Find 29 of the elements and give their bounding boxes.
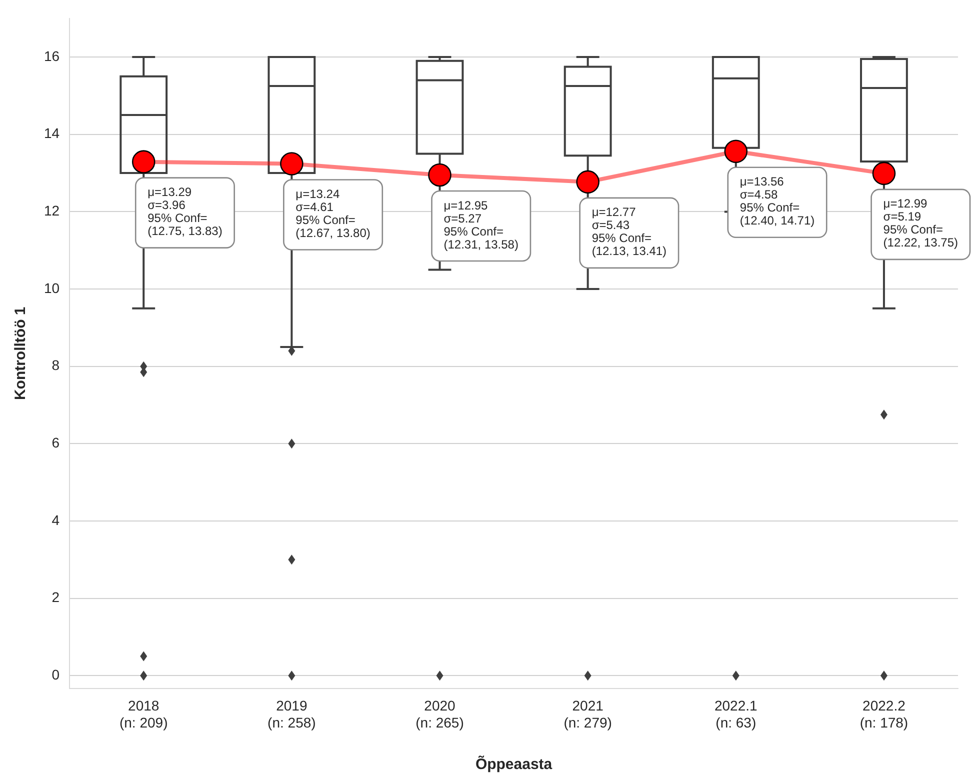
y-tick-label: 12	[44, 202, 60, 219]
annotation: μ=12.77 σ=5.43 95% Conf= (12.13, 13.41)	[592, 205, 667, 258]
annotation: μ=12.95 σ=5.27 95% Conf= (12.31, 13.58)	[444, 198, 518, 252]
x-axis-title: Õppeaasta	[475, 755, 553, 774]
annotation: μ=13.24 σ=4.61 95% Conf= (12.67, 13.80)	[296, 187, 370, 240]
y-tick-label: 8	[52, 357, 60, 374]
x-tick-label: 2021 (n: 279)	[564, 698, 612, 730]
annotation: μ=12.99 σ=5.19 95% Conf= (12.22, 13.75)	[883, 196, 958, 250]
annotation: μ=13.56 σ=4.58 95% Conf= (12.40, 14.71)	[740, 174, 815, 228]
x-tick-label: 2022.2 (n: 178)	[860, 698, 908, 730]
y-axis-title: Kontrolltöö 1	[12, 306, 30, 400]
point	[576, 170, 600, 194]
point	[872, 162, 896, 186]
point	[132, 150, 156, 174]
y-tick-label: 4	[52, 512, 60, 528]
x-tick-label: 2022.1 (n: 63)	[714, 698, 758, 730]
y-tick-label: 2	[52, 589, 60, 606]
point	[724, 140, 748, 164]
y-tick-label: 0	[52, 666, 60, 682]
x-tick-label: 2018 (n: 209)	[119, 698, 168, 730]
x-tick-label: 2020 (n: 265)	[416, 698, 464, 730]
y-tick-label: 10	[44, 280, 60, 296]
point	[280, 152, 304, 176]
y-tick-label: 6	[52, 434, 60, 451]
y-tick-label: 16	[44, 48, 60, 64]
point	[428, 163, 452, 187]
y-tick-label: 14	[44, 125, 60, 142]
annotation: μ=13.29 σ=3.96 95% Conf= (12.75, 13.83)	[148, 185, 222, 238]
x-tick-label: 2019 (n: 258)	[268, 698, 316, 730]
